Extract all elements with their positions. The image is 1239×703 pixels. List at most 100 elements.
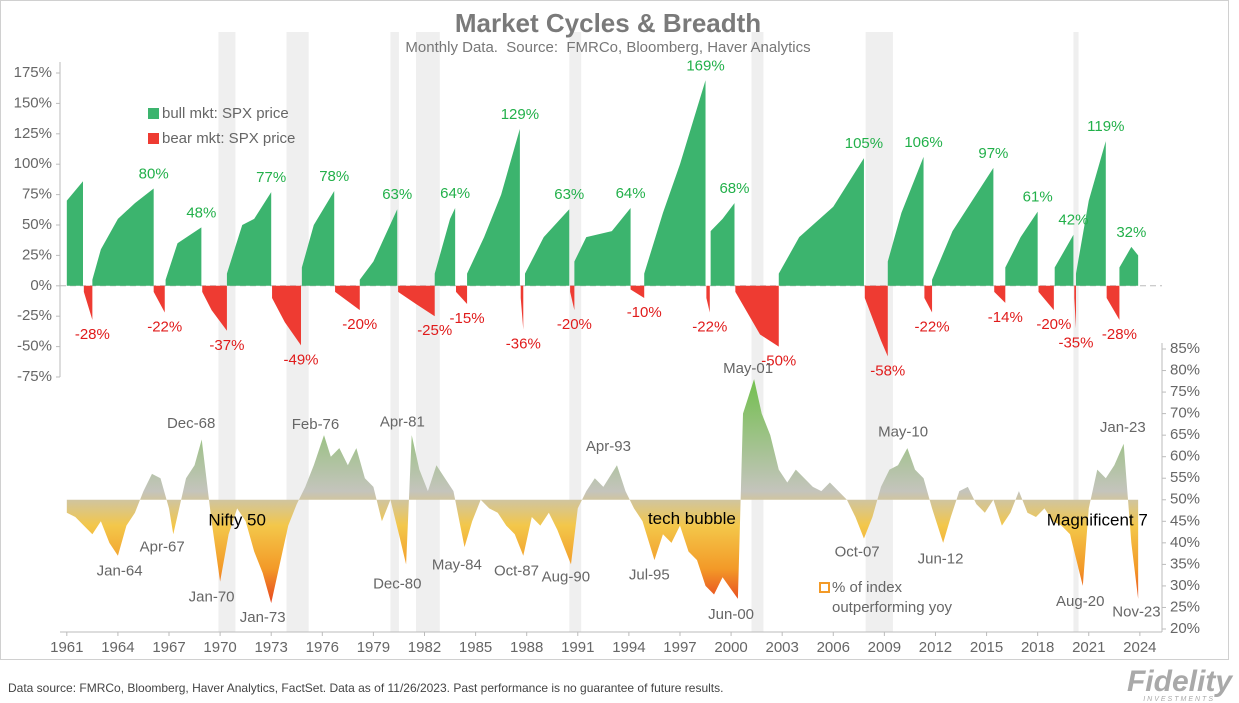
recession-band (569, 32, 582, 632)
y-tick-label: 125% (14, 125, 52, 142)
y2-tick-label: 40% (1170, 534, 1200, 551)
y2-tick-label: 25% (1170, 598, 1200, 615)
x-tick-label: 1985 (459, 639, 492, 656)
y2-tick-label: 50% (1170, 491, 1200, 508)
value-label: -22% (915, 319, 950, 336)
y2-tick-label: 20% (1170, 620, 1200, 637)
value-label: 80% (139, 165, 169, 182)
legend-entry: bear mkt: SPX price (162, 130, 295, 147)
recession-band (1073, 32, 1079, 632)
value-label: 48% (186, 204, 216, 221)
annotation: May-01 (723, 360, 773, 377)
x-tick-label: 2009 (868, 639, 901, 656)
annotation: Oct-07 (835, 544, 880, 561)
recession-band (218, 32, 236, 632)
x-tick-label: 1997 (663, 639, 696, 656)
annotation: Aug-20 (1056, 593, 1104, 610)
value-label: 64% (440, 185, 470, 202)
value-label: -15% (450, 310, 485, 327)
x-tick-label: 2000 (714, 639, 747, 656)
value-label: -58% (870, 362, 905, 379)
annotation: Apr-81 (380, 414, 425, 431)
x-tick-label: 1970 (203, 639, 236, 656)
y-tick-label: -75% (17, 368, 52, 385)
value-label: -50% (761, 353, 796, 370)
frame (0, 0, 1229, 660)
annotation: tech bubble (648, 509, 736, 528)
y-tick-label: 25% (22, 246, 52, 263)
legend-swatch (148, 133, 159, 144)
annotation: Jan-64 (97, 563, 143, 580)
value-label: -14% (988, 309, 1023, 326)
annotation: Jul-95 (629, 567, 670, 584)
annotation: Jun-12 (918, 551, 964, 568)
y2-tick-label: 65% (1170, 426, 1200, 443)
value-label: -49% (283, 351, 318, 368)
annotation: Dec-80 (373, 576, 421, 593)
annotation: Nov-23 (1112, 604, 1160, 621)
logo: Fidelity (1127, 665, 1233, 698)
x-tick-label: 1973 (255, 639, 288, 656)
x-tick-label: 1991 (561, 639, 594, 656)
annotation: May-84 (432, 557, 482, 574)
value-label: -20% (342, 316, 377, 333)
value-label: -36% (506, 336, 541, 353)
value-label: 105% (845, 135, 883, 152)
value-label: 169% (686, 57, 724, 74)
y2-tick-label: 35% (1170, 555, 1200, 572)
x-tick-label: 2006 (817, 639, 850, 656)
x-tick-label: 1982 (408, 639, 441, 656)
y2-tick-label: 55% (1170, 469, 1200, 486)
value-label: -35% (1058, 334, 1093, 351)
value-label: 42% (1058, 212, 1088, 229)
annotation: Aug-90 (542, 569, 590, 586)
legend-swatch (819, 582, 830, 593)
value-label: -10% (627, 304, 662, 321)
annotation: Feb-76 (292, 416, 340, 433)
chart-title: Market Cycles & Breadth (455, 8, 761, 38)
x-tick-label: 2018 (1021, 639, 1054, 656)
annotation: May-10 (878, 424, 928, 441)
legend-entry: bull mkt: SPX price (162, 105, 289, 122)
value-label: 68% (719, 180, 749, 197)
annotation: Dec-68 (167, 415, 215, 432)
annotation: Jan-70 (189, 589, 235, 606)
y-tick-label: -50% (17, 338, 52, 355)
y-tick-label: 175% (14, 64, 52, 81)
x-tick-label: 2012 (919, 639, 952, 656)
x-tick-label: 2003 (765, 639, 798, 656)
annotation: Jan-73 (240, 609, 286, 626)
annotation: Apr-93 (586, 438, 631, 455)
value-label: 106% (904, 134, 942, 151)
chart-subtitle: Monthly Data. Source: FMRCo, Bloomberg, … (405, 39, 810, 56)
annotation: Magnificent 7 (1047, 510, 1148, 529)
value-label: 61% (1023, 189, 1053, 206)
legend-entry: % of index outperforming yoy (832, 579, 953, 616)
value-label: -22% (692, 319, 727, 336)
value-label: 77% (256, 169, 286, 186)
y-tick-label: 50% (22, 216, 52, 233)
area-1 (83, 285, 1120, 357)
y-tick-label: 100% (14, 155, 52, 172)
x-tick-label: 1979 (357, 639, 390, 656)
area-0 (66, 80, 1139, 286)
recession-band (390, 32, 399, 632)
x-tick-label: 1964 (101, 639, 134, 656)
x-tick-label: 1976 (306, 639, 339, 656)
value-label: 64% (616, 185, 646, 202)
annotation: Apr-67 (140, 539, 185, 556)
y2-tick-label: 85% (1170, 340, 1200, 357)
x-tick-label: 1988 (510, 639, 543, 656)
source-note: Data source: FMRCo, Bloomberg, Haver Ana… (8, 681, 723, 695)
value-label: 119% (1087, 118, 1124, 135)
value-label: 97% (978, 145, 1008, 162)
value-label: -37% (209, 337, 244, 354)
annotation: Nifty 50 (208, 510, 266, 529)
value-label: 32% (1116, 224, 1146, 241)
x-tick-label: 2024 (1123, 639, 1156, 656)
value-label: 63% (382, 186, 412, 203)
x-tick-label: 2015 (970, 639, 1003, 656)
y2-tick-label: 80% (1170, 362, 1200, 379)
